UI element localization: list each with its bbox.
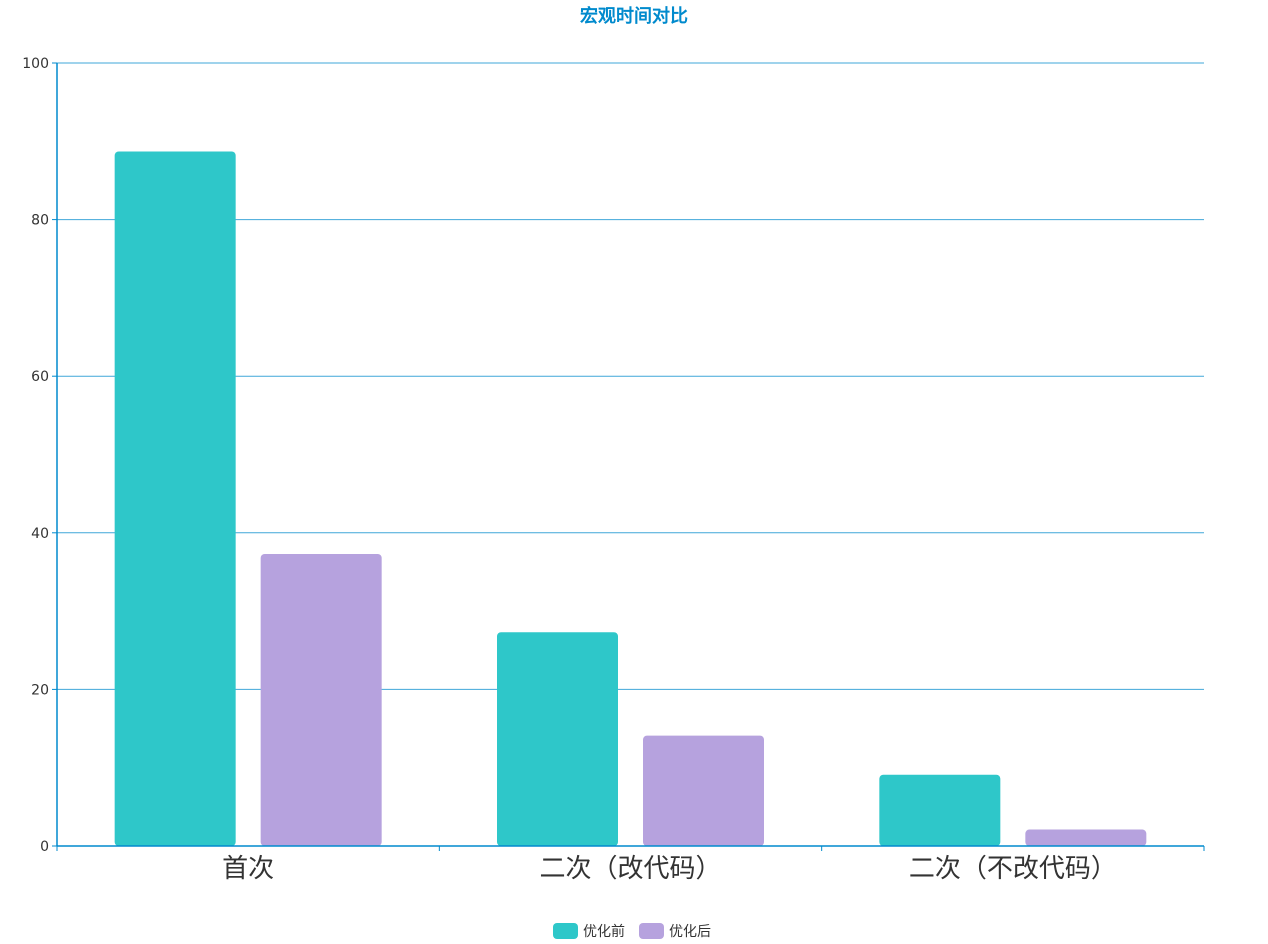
y-tick-label: 100	[22, 56, 49, 72]
legend-label-1[interactable]: 优化后	[669, 924, 711, 940]
grid-lines	[57, 62, 1204, 690]
y-tick-label: 0	[40, 839, 49, 855]
y-axis-ticks: 0 20 40 60 80 100	[22, 56, 57, 855]
legend-label-0[interactable]: 优化前	[583, 923, 625, 940]
x-axis-ticks: 首次 二次（改代码） 二次（不改代码）	[222, 854, 1117, 884]
legend-swatch-1[interactable]	[639, 923, 664, 939]
x-tick-label: 二次（改代码）	[539, 854, 721, 884]
y-tick-label: 60	[31, 369, 49, 385]
legend: 优化前 优化后	[553, 923, 711, 940]
bars	[114, 151, 1147, 846]
chart-title: 宏观时间对比	[580, 5, 688, 27]
bar-2-1	[1025, 829, 1147, 846]
axes	[56, 63, 1205, 851]
y-tick-label: 40	[31, 526, 49, 542]
bar-1-1	[643, 735, 764, 846]
y-tick-label: 80	[31, 213, 49, 229]
legend-swatch-0[interactable]	[553, 923, 578, 939]
bar-0-1	[260, 553, 382, 846]
bar-2-0	[879, 774, 1001, 846]
bar-1-0	[497, 632, 618, 846]
y-tick-label: 20	[31, 682, 49, 698]
bar-0-0	[114, 151, 236, 846]
x-tick-label: 首次	[222, 854, 274, 884]
x-tick-label: 二次（不改代码）	[909, 854, 1117, 884]
